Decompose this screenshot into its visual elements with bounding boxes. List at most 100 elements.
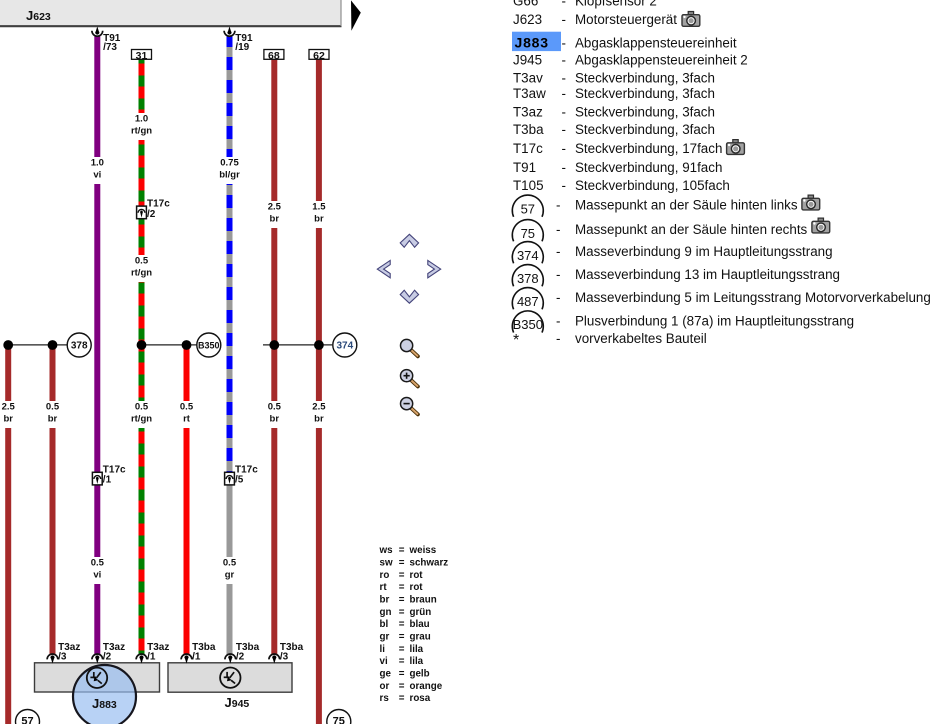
svg-text:1.5: 1.5 — [312, 202, 326, 213]
svg-text:br: br — [314, 414, 324, 425]
svg-text:0.5: 0.5 — [46, 402, 60, 413]
svg-text:374: 374 — [336, 341, 353, 352]
svg-text:Steckverbindung, 3fach: Steckverbindung, 3fach — [575, 105, 715, 120]
svg-text:/5: /5 — [235, 475, 244, 486]
svg-text:J623: J623 — [26, 8, 51, 23]
svg-text:T3av: T3av — [513, 71, 543, 86]
svg-text:J945: J945 — [513, 52, 542, 67]
svg-text:br: br — [270, 214, 280, 225]
svg-text:rt: rt — [183, 414, 191, 425]
svg-text:Steckverbindung, 3fach: Steckverbindung, 3fach — [575, 86, 715, 101]
svg-text:Abgasklappensteuereinheit 2: Abgasklappensteuereinheit 2 — [575, 52, 748, 67]
svg-text:=: = — [399, 619, 405, 630]
svg-text:Steckverbindung, 3fach: Steckverbindung, 3fach — [575, 122, 715, 137]
svg-text:vi: vi — [380, 656, 388, 667]
svg-text:/2: /2 — [236, 652, 245, 663]
svg-text:br: br — [270, 414, 280, 425]
svg-text:-: - — [556, 222, 560, 237]
svg-text:-: - — [556, 267, 560, 282]
svg-text:T91: T91 — [513, 160, 536, 175]
svg-text:rt/gn: rt/gn — [131, 268, 152, 279]
svg-text:/73: /73 — [103, 42, 117, 53]
svg-text:-: - — [556, 244, 560, 259]
svg-text:1.0: 1.0 — [91, 158, 104, 169]
svg-text:vi: vi — [93, 570, 101, 581]
svg-text:gr: gr — [225, 570, 235, 581]
svg-text:Steckverbindung, 91fach: Steckverbindung, 91fach — [575, 160, 722, 175]
svg-text:rosa: rosa — [410, 693, 431, 704]
svg-text:=: = — [399, 656, 405, 667]
svg-text:Plusverbindung 1 (87a) im Haup: Plusverbindung 1 (87a) im Hauptleitungss… — [575, 313, 854, 328]
svg-text:orange: orange — [410, 681, 443, 692]
svg-text:-: - — [562, 52, 566, 67]
svg-text:rot: rot — [410, 570, 424, 581]
svg-text:bl: bl — [380, 619, 389, 630]
svg-text:weiss: weiss — [409, 545, 437, 556]
svg-text:=: = — [399, 545, 405, 556]
svg-text:378: 378 — [71, 341, 88, 352]
svg-text:or: or — [380, 681, 390, 692]
svg-text:T3az: T3az — [513, 105, 543, 120]
svg-text:T3az: T3az — [103, 642, 125, 653]
svg-text:rot: rot — [410, 582, 424, 593]
svg-text:T3ba: T3ba — [280, 642, 304, 653]
svg-text:T3ba: T3ba — [236, 642, 260, 653]
svg-text:rt: rt — [380, 582, 388, 593]
svg-text:-: - — [562, 122, 566, 137]
svg-text:/3: /3 — [58, 652, 67, 663]
svg-text:ro: ro — [380, 570, 390, 581]
svg-text:/19: /19 — [235, 42, 249, 53]
svg-text:Steckverbindung, 3fach: Steckverbindung, 3fach — [575, 71, 715, 86]
svg-text:=: = — [399, 595, 405, 606]
svg-text:-: - — [562, 141, 566, 156]
svg-text:ws: ws — [379, 545, 394, 556]
svg-text:0.5: 0.5 — [135, 402, 149, 413]
svg-text:gn: gn — [380, 607, 392, 618]
svg-text:B350: B350 — [513, 317, 543, 332]
svg-text:Masseverbindung 13 im Hauptlei: Masseverbindung 13 im Hauptleitungsstran… — [575, 267, 840, 282]
svg-text:T91: T91 — [103, 33, 121, 44]
svg-text:/2: /2 — [103, 652, 112, 663]
svg-text:Steckverbindung, 17fach: Steckverbindung, 17fach — [575, 141, 722, 156]
svg-text:=: = — [399, 570, 405, 581]
svg-text:=: = — [399, 558, 405, 569]
svg-text:lila: lila — [410, 644, 424, 655]
svg-text:T3az: T3az — [147, 642, 169, 653]
svg-text:31: 31 — [136, 50, 148, 62]
svg-text:0.5: 0.5 — [180, 402, 194, 413]
svg-text:0.5: 0.5 — [268, 402, 282, 413]
svg-text:-: - — [562, 86, 566, 101]
svg-text:braun: braun — [410, 595, 437, 606]
svg-text:=: = — [399, 632, 405, 643]
svg-text:/1: /1 — [147, 652, 156, 663]
svg-text:rs: rs — [380, 693, 390, 704]
svg-text:-: - — [562, 12, 566, 27]
svg-text:=: = — [399, 644, 405, 655]
svg-text:487: 487 — [517, 294, 539, 309]
svg-text:T17c: T17c — [147, 199, 170, 210]
svg-text:vi: vi — [93, 170, 101, 181]
svg-text:75: 75 — [521, 226, 535, 241]
svg-text:2.5: 2.5 — [2, 402, 16, 413]
svg-text:Massepunkt an der Säule hinten: Massepunkt an der Säule hinten links — [575, 198, 798, 213]
svg-text:br: br — [380, 595, 390, 606]
svg-text:T105: T105 — [513, 178, 544, 193]
svg-text:J883: J883 — [515, 35, 549, 51]
svg-text:-: - — [562, 105, 566, 120]
svg-text:vorverkabeltes Bauteil: vorverkabeltes Bauteil — [575, 331, 707, 346]
svg-text:0.5: 0.5 — [223, 558, 237, 569]
svg-text:Abgasklappensteuereinheit: Abgasklappensteuereinheit — [575, 36, 737, 51]
svg-text:G66: G66 — [513, 0, 538, 9]
svg-text:*: * — [513, 332, 519, 349]
svg-text:0.5: 0.5 — [91, 558, 105, 569]
svg-text:B350: B350 — [198, 341, 220, 351]
svg-text:J945: J945 — [225, 695, 250, 710]
svg-text:-: - — [556, 198, 560, 213]
svg-text:68: 68 — [268, 50, 280, 62]
svg-text:=: = — [399, 669, 405, 680]
svg-text:57: 57 — [21, 716, 33, 724]
svg-text:=: = — [399, 582, 405, 593]
svg-text:T91: T91 — [235, 33, 253, 44]
svg-text:T3ba: T3ba — [192, 642, 216, 653]
svg-text:378: 378 — [517, 271, 539, 286]
